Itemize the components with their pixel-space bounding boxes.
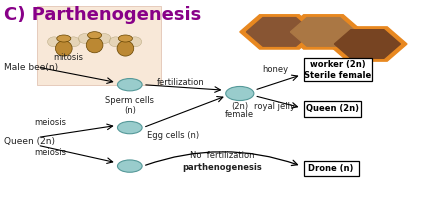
Circle shape [226, 86, 254, 101]
Text: Male bee(n): Male bee(n) [4, 63, 59, 72]
Text: parthenogenesis: parthenogenesis [182, 163, 262, 172]
Circle shape [88, 32, 102, 39]
Text: worker (2n)
Sterile female: worker (2n) Sterile female [304, 60, 371, 80]
FancyBboxPatch shape [304, 161, 359, 176]
Ellipse shape [117, 41, 134, 56]
Text: C) Parthenogenesis: C) Parthenogenesis [4, 6, 202, 24]
Text: Drone (n): Drone (n) [308, 164, 354, 173]
FancyBboxPatch shape [304, 101, 361, 117]
Text: meiosis: meiosis [35, 117, 66, 126]
Text: honey: honey [262, 65, 288, 74]
Circle shape [118, 35, 132, 42]
Ellipse shape [55, 41, 72, 56]
Text: meiosis: meiosis [35, 148, 66, 157]
Text: mitosis: mitosis [53, 53, 83, 62]
Circle shape [57, 35, 71, 42]
Text: (2n): (2n) [231, 102, 248, 111]
Circle shape [117, 121, 142, 134]
Ellipse shape [109, 37, 122, 47]
Text: royal jelly: royal jelly [254, 102, 296, 111]
Ellipse shape [48, 37, 61, 47]
Ellipse shape [128, 37, 142, 47]
Circle shape [117, 160, 142, 172]
Ellipse shape [86, 37, 103, 53]
Ellipse shape [98, 34, 111, 44]
FancyBboxPatch shape [37, 6, 161, 85]
Ellipse shape [67, 37, 80, 47]
Text: fertilization: fertilization [157, 78, 205, 87]
Ellipse shape [78, 34, 92, 44]
Text: Queen (2n): Queen (2n) [306, 104, 359, 113]
Text: No  fertilization: No fertilization [190, 150, 254, 160]
Text: Sperm cells
(n): Sperm cells (n) [105, 96, 154, 115]
FancyBboxPatch shape [304, 58, 372, 81]
Text: Egg cells (n): Egg cells (n) [147, 131, 199, 140]
Text: female: female [225, 110, 254, 119]
Text: Queen (2n): Queen (2n) [4, 138, 55, 146]
Circle shape [117, 79, 142, 91]
